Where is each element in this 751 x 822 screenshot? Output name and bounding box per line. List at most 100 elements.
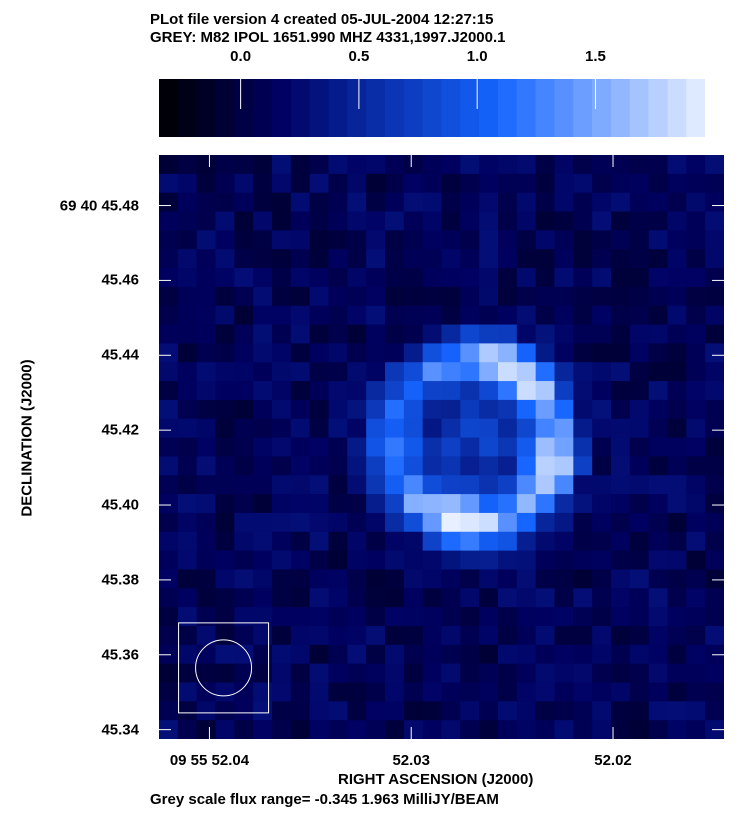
flux-pixel	[629, 324, 650, 344]
flux-pixel	[611, 324, 631, 344]
flux-pixel	[215, 249, 235, 269]
flux-pixel	[498, 663, 518, 683]
flux-pixel	[234, 305, 254, 326]
flux-pixel	[347, 362, 367, 382]
flux-pixel	[422, 682, 442, 702]
flux-pixel	[667, 682, 687, 702]
colorbar-step	[610, 79, 631, 137]
flux-pixel	[573, 644, 593, 665]
flux-pixel	[159, 456, 179, 476]
flux-pixel	[535, 324, 555, 344]
flux-pixel	[648, 362, 668, 382]
flux-pixel	[290, 701, 311, 721]
flux-pixel	[366, 494, 386, 514]
flux-pixel	[159, 625, 179, 646]
flux-pixel	[554, 399, 574, 420]
flux-pixel	[629, 682, 650, 702]
flux-pixel	[177, 512, 198, 533]
flux-pixel	[290, 456, 311, 476]
flux-pixel	[573, 249, 593, 269]
flux-pixel	[215, 155, 235, 175]
flux-pixel	[592, 286, 612, 307]
flux-pixel	[592, 588, 612, 608]
flux-pixel	[309, 550, 329, 570]
flux-pixel	[573, 607, 593, 627]
flux-pixel	[215, 418, 235, 439]
flux-pixel	[347, 512, 367, 533]
flux-pixel	[234, 418, 254, 439]
flux-pixel	[159, 343, 179, 363]
flux-pixel	[290, 720, 311, 739]
flux-pixel	[573, 550, 593, 570]
flux-pixel	[422, 362, 442, 382]
flux-pixel	[554, 343, 574, 363]
flux-pixel	[253, 494, 273, 514]
flux-pixel	[686, 192, 706, 213]
flux-pixel	[272, 456, 292, 476]
flux-pixel	[177, 343, 198, 363]
flux-pixel	[535, 343, 555, 363]
flux-pixel	[272, 701, 292, 721]
flux-pixel	[159, 268, 179, 288]
flux-pixel	[253, 324, 273, 344]
flux-pixel	[592, 437, 612, 457]
flux-pixel	[196, 399, 216, 420]
flux-pixel	[177, 475, 198, 495]
flux-pixel	[366, 512, 386, 533]
flux-pixel	[554, 268, 574, 288]
flux-pixel	[554, 418, 574, 439]
flux-pixel	[272, 305, 292, 326]
flux-pixel	[441, 531, 461, 552]
flux-pixel	[573, 192, 593, 213]
flux-pixel	[667, 192, 687, 213]
flux-pixel	[403, 456, 424, 476]
flux-pixel	[309, 230, 329, 250]
flux-pixel	[422, 475, 442, 495]
flux-pixel	[629, 305, 650, 326]
flux-pixel	[177, 286, 198, 307]
flux-pixel	[290, 531, 311, 552]
flux-pixel	[177, 625, 198, 646]
flux-pixel	[272, 418, 292, 439]
flux-pixel	[403, 663, 424, 683]
flux-pixel	[629, 494, 650, 514]
colorbar-step	[573, 79, 593, 137]
flux-pixel	[441, 475, 461, 495]
flux-pixel	[460, 418, 480, 439]
flux-pixel	[328, 286, 348, 307]
flux-pixel	[272, 475, 292, 495]
flux-pixel	[611, 682, 631, 702]
flux-pixel	[328, 475, 348, 495]
flux-pixel	[234, 381, 254, 401]
flux-pixel	[516, 230, 537, 250]
y-axis-title: DECLINATION (J2000)	[18, 359, 36, 517]
flux-pixel	[611, 531, 631, 552]
flux-pixel	[385, 192, 405, 213]
flux-pixel	[177, 362, 198, 382]
flux-pixel	[403, 720, 424, 739]
flux-pixel	[215, 173, 235, 194]
flux-pixel	[385, 418, 405, 439]
flux-pixel	[403, 550, 424, 570]
flux-pixel	[441, 512, 461, 533]
flux-pixel	[460, 268, 480, 288]
flux-pixel	[309, 644, 329, 665]
flux-pixel	[422, 211, 442, 231]
flux-pixel	[554, 720, 574, 739]
flux-pixel	[347, 682, 367, 702]
flux-pixel	[498, 607, 518, 627]
flux-pixel	[196, 475, 216, 495]
flux-pixel	[686, 437, 706, 457]
flux-pixel	[215, 456, 235, 476]
y-tick-label: 45.36	[101, 646, 139, 664]
flux-pixel	[535, 475, 555, 495]
flux-pixel	[498, 362, 518, 382]
flux-pixel	[328, 569, 348, 589]
flux-pixel	[403, 475, 424, 495]
flux-pixel	[573, 286, 593, 307]
flux-pixel	[403, 362, 424, 382]
flux-pixel	[686, 475, 706, 495]
flux-pixel	[196, 550, 216, 570]
flux-pixel	[347, 268, 367, 288]
flux-pixel	[573, 418, 593, 439]
